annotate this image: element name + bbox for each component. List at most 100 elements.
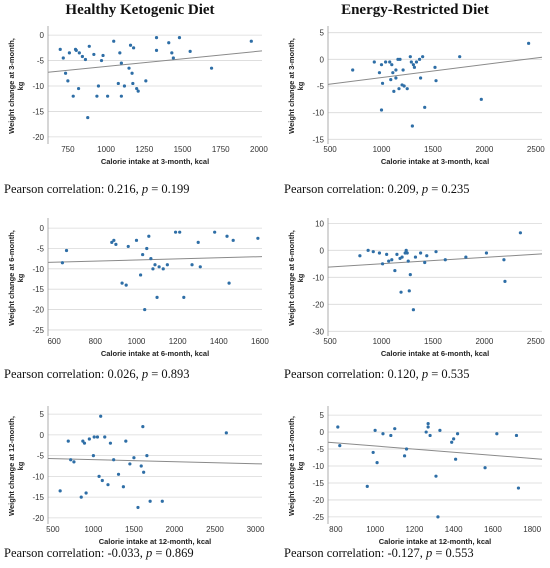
pearson-caption: Pearson correlation: 0.026, p = 0.893 — [4, 367, 190, 382]
data-point — [436, 515, 440, 519]
x-tick-label: 1500 — [424, 145, 442, 154]
data-point — [454, 457, 458, 461]
data-point — [116, 472, 121, 476]
data-point — [438, 428, 442, 432]
scatter-plot-1: 0 -5 -10 -15 -20 750 1000 1250 1500 1750 2000 Calor… — [7, 26, 268, 166]
p-symbol: p — [141, 367, 149, 381]
y-tick-label: 10 — [315, 219, 324, 228]
data-point — [351, 68, 355, 72]
data-point — [165, 263, 169, 267]
data-point — [379, 108, 384, 112]
y-tick-label: -25 — [32, 326, 44, 335]
data-point — [182, 295, 186, 299]
data-point — [160, 499, 164, 503]
data-point — [134, 238, 139, 242]
data-point — [402, 454, 407, 458]
data-point — [128, 43, 133, 47]
x-tick-label: 1250 — [135, 145, 153, 154]
data-point — [389, 433, 393, 438]
data-point — [144, 79, 148, 83]
data-point — [95, 435, 100, 439]
x-axis-label: Calorie intake at 12-month, kcal — [379, 537, 492, 546]
right-column-title: Energy-Restricted Diet — [341, 2, 489, 18]
data-point — [87, 437, 91, 441]
y-tick-label: -10 — [32, 82, 44, 91]
data-point — [338, 444, 342, 448]
data-point — [132, 46, 136, 50]
data-point — [100, 478, 104, 483]
data-point — [82, 441, 87, 445]
y-tick-label: 5 — [320, 29, 325, 38]
x-tick-label: 1400 — [445, 525, 463, 534]
fit-line — [47, 256, 263, 263]
data-point — [149, 257, 153, 261]
data-point — [426, 425, 430, 429]
caption-label: Pearson correlation: — [284, 367, 388, 381]
data-point — [404, 248, 408, 252]
data-point — [80, 54, 84, 59]
data-point — [392, 89, 396, 93]
data-point — [410, 124, 414, 128]
data-point — [67, 51, 71, 55]
pearson-caption: Pearson correlation: 0.216, p = 0.199 — [4, 182, 190, 197]
data-point — [143, 307, 147, 312]
p-symbol: p — [421, 367, 429, 381]
data-point — [385, 252, 389, 256]
p-symbol: p — [421, 182, 429, 196]
y-tick-label: -5 — [317, 445, 325, 454]
x-tick-label: 2000 — [475, 337, 493, 346]
y-tick-label: -20 — [32, 306, 44, 315]
data-point — [389, 78, 393, 82]
data-point — [411, 63, 415, 67]
data-point — [249, 39, 253, 43]
data-point — [154, 36, 159, 40]
data-point — [380, 262, 385, 266]
data-point — [483, 466, 487, 470]
data-point — [434, 250, 438, 254]
y-tick-label: 5 — [40, 410, 45, 419]
data-point — [147, 234, 151, 238]
data-point — [148, 499, 152, 503]
x-tick-label: 1200 — [169, 337, 187, 346]
data-point — [377, 251, 382, 255]
pearson-caption: Pearson correlation: -0.127, p = 0.553 — [284, 546, 474, 561]
scatter-panel-4: 10 0 -10 -20 -30 500 1000 1500 2000 2500 Calorie i… — [280, 210, 550, 365]
data-point — [167, 41, 171, 45]
data-point — [124, 283, 128, 287]
data-point — [418, 76, 423, 80]
data-point — [177, 36, 182, 40]
p-value: = 0.235 — [428, 182, 470, 196]
data-point — [503, 279, 507, 283]
p-value: = 0.535 — [428, 367, 470, 381]
data-point — [479, 97, 483, 101]
y-tick-label: -20 — [32, 133, 44, 142]
data-point — [225, 234, 229, 238]
y-tick-label: -5 — [37, 244, 45, 253]
data-point — [408, 55, 412, 59]
p-value: = 0.893 — [148, 367, 190, 381]
data-point — [365, 484, 369, 488]
y-axis-label: Weight change at 6-month,kg — [7, 230, 25, 326]
data-point — [495, 432, 499, 436]
data-point — [428, 433, 432, 438]
fit-line — [47, 50, 263, 73]
data-point — [119, 61, 123, 65]
x-tick-label: 1000 — [84, 525, 102, 534]
y-tick-label: -10 — [312, 273, 324, 282]
data-point — [231, 238, 235, 242]
data-point — [136, 89, 140, 93]
data-point — [224, 431, 228, 435]
data-point — [126, 244, 130, 249]
data-point — [421, 55, 425, 59]
y-tick-label: -20 — [312, 496, 324, 505]
data-point — [381, 432, 385, 436]
data-point — [502, 258, 506, 262]
p-value: = 0.199 — [148, 182, 190, 196]
data-point — [399, 290, 403, 294]
caption-label: Pearson correlation: — [4, 367, 108, 381]
scatter-panel-2: 5 0 -5 -10 -15 500 1000 1500 2000 2500 Calorie int… — [280, 18, 550, 173]
data-point — [92, 435, 96, 439]
